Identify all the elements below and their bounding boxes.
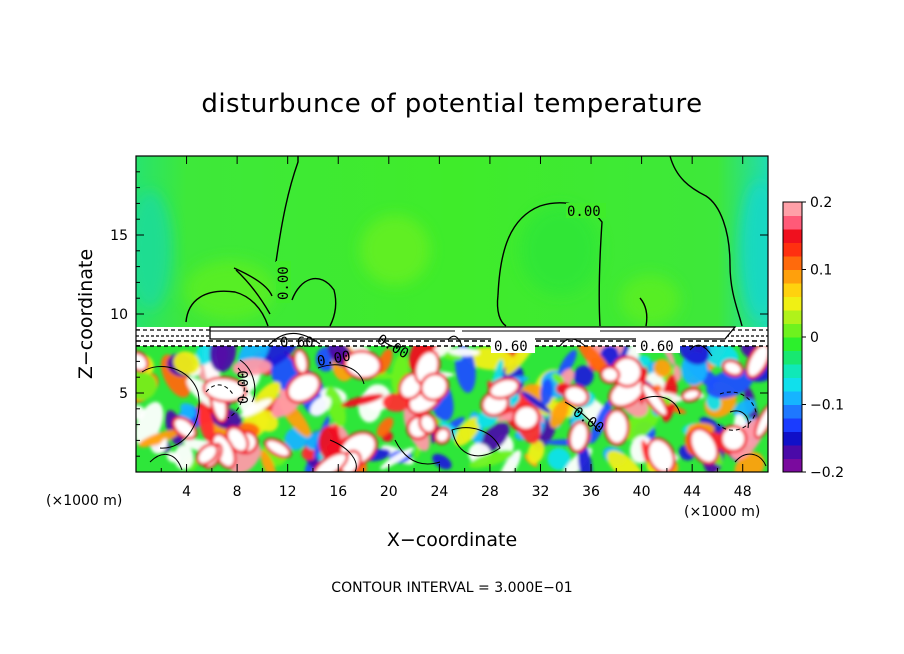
colorbar-swatch [783, 377, 802, 392]
x-tick-label: 32 [532, 484, 550, 500]
contour-label-lower-left-vert: 0.00 [236, 370, 252, 404]
x-tick-label: 28 [481, 484, 499, 500]
contour-label-lower-left: 0.00 [316, 348, 352, 370]
contour-label-upper-right: 0.00 [567, 204, 601, 220]
x-unit-left: (×1000 m) [46, 493, 122, 509]
colorbar-swatch [783, 404, 802, 419]
colorbar-swatch [783, 283, 802, 297]
contour-label-upper-left: 0.00 [276, 266, 292, 300]
colorbar-swatch [783, 229, 802, 243]
y-axis-label: Z−coordinate [75, 249, 97, 379]
x-tick-label: 16 [329, 484, 347, 500]
colorbar-swatch [783, 242, 802, 257]
colorbar-swatch [783, 215, 802, 230]
x-tick-label: 48 [734, 484, 752, 500]
colorbar-swatch [783, 431, 802, 446]
y-tick-label: 15 [110, 228, 128, 244]
x-tick-label: 8 [233, 484, 242, 500]
colorbar-swatch [783, 202, 802, 216]
colorbar-swatch [783, 364, 802, 378]
colorbar-tick-label: 0 [810, 330, 819, 346]
colorbar-swatch [783, 391, 802, 405]
colorbar-swatch [783, 458, 802, 473]
contour-label-band-mid: 0.60 [494, 339, 528, 355]
colorbar-swatch [783, 296, 802, 311]
contour-interval-note: CONTOUR INTERVAL = 3.000E−01 [331, 580, 572, 596]
colorbar-tick-label: 0.1 [810, 263, 832, 279]
colorbar-swatch [783, 337, 802, 351]
x-axis-label: X−coordinate [387, 529, 517, 551]
colorbar-swatch [783, 445, 802, 459]
colorbar-tick-label: 0.2 [810, 195, 832, 211]
colorbar-swatch [783, 418, 802, 432]
colorbar: 0.2 0.1 0 −0.1 −0.2 [782, 195, 844, 481]
colorbar-swatch [783, 323, 802, 338]
y-axis: 5 10 15 [110, 171, 768, 457]
plot-area: 0.00 0.00 0.00 0.00 0.00 0.60 0.60 0.60 … [136, 156, 768, 472]
x-unit-right: (×1000 m) [684, 504, 760, 520]
colorbar-swatch [783, 350, 802, 365]
colorbar-swatch [783, 310, 802, 324]
upper-layer-shading [136, 180, 768, 325]
y-tick-label: 10 [110, 307, 128, 323]
colorbar-tick-label: −0.1 [810, 398, 844, 414]
y-tick-label: 5 [119, 386, 128, 402]
x-tick-label: 4 [182, 484, 191, 500]
x-tick-label: 40 [633, 484, 651, 500]
inversion-band [136, 326, 768, 357]
x-tick-label: 12 [279, 484, 297, 500]
lower-contours [141, 359, 767, 472]
contour-labels: 0.00 0.00 0.00 0.00 0.00 0.60 0.60 0.60 … [236, 203, 680, 437]
contour-label-band-right: 0.60 [640, 339, 674, 355]
x-axis: 4 8 12 16 20 24 28 32 36 40 44 48 [160, 156, 752, 500]
x-tick-label: 24 [430, 484, 448, 500]
colorbar-swatch [783, 256, 802, 270]
x-tick-label: 20 [380, 484, 398, 500]
colorbar-swatch [783, 269, 802, 284]
chart-title: disturbunce of potential temperature [201, 89, 702, 119]
colorbar-tick-label: −0.2 [810, 465, 844, 481]
x-tick-label: 44 [683, 484, 701, 500]
x-tick-label: 36 [582, 484, 600, 500]
contour-label-band-left: 0.60 [280, 335, 314, 351]
